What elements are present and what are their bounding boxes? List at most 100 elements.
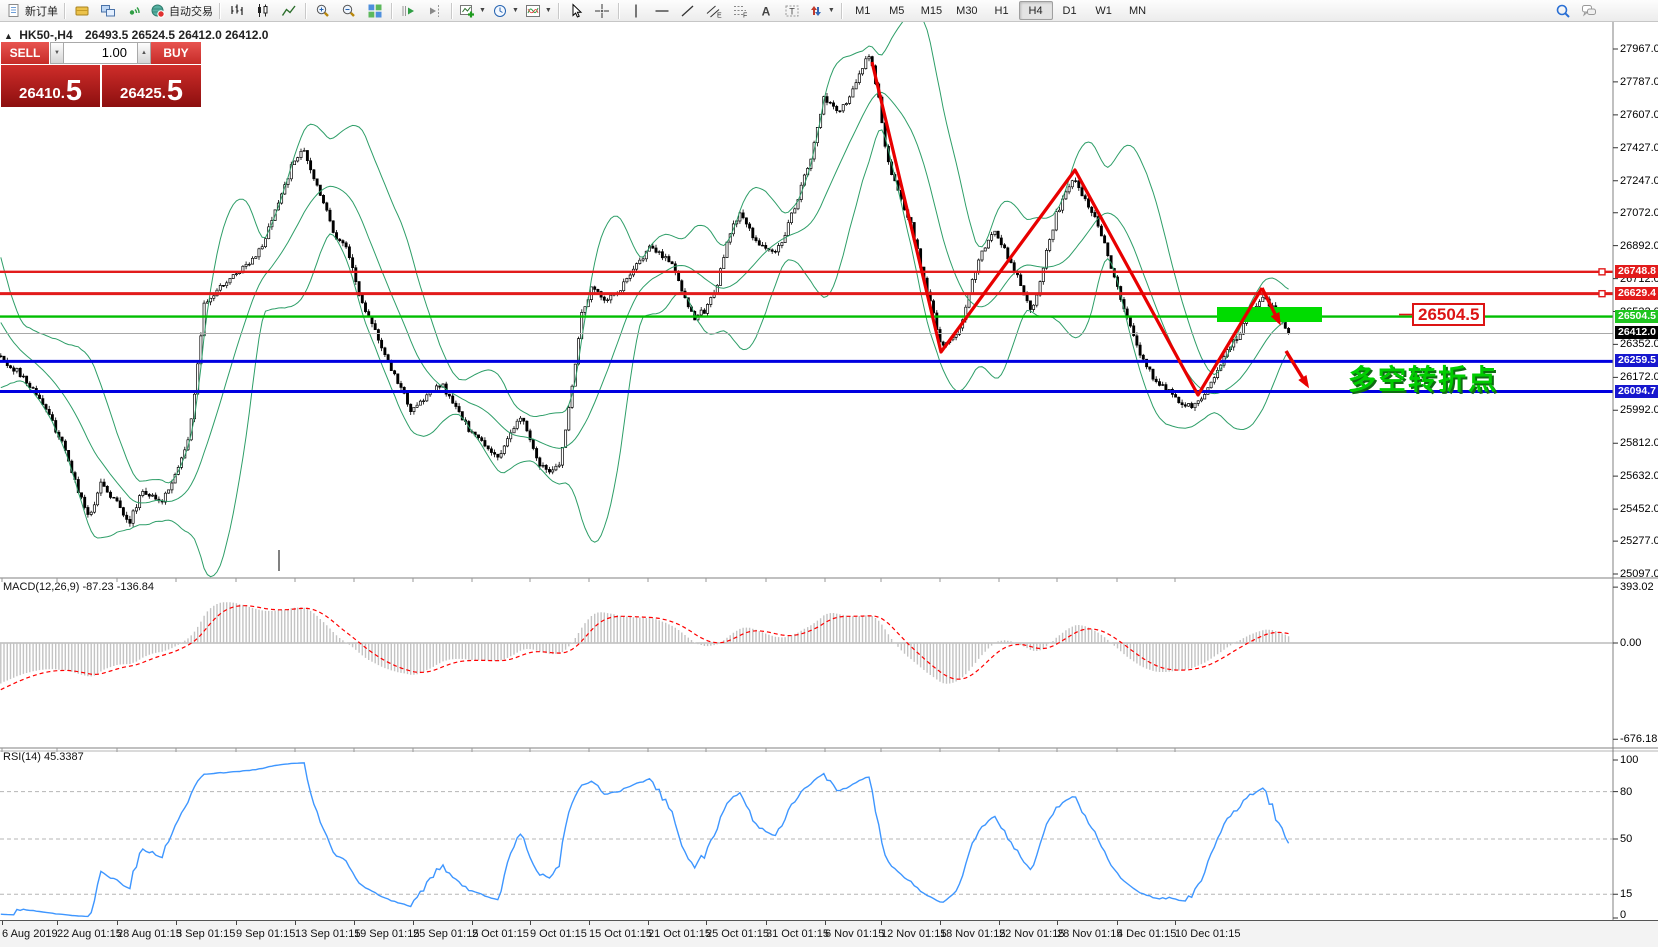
date-tick <box>881 921 882 925</box>
date-tick <box>176 921 177 925</box>
indicators-button[interactable]: ▼ <box>522 1 555 21</box>
auto-scroll-button[interactable] <box>396 1 422 21</box>
line-handle[interactable] <box>1598 289 1606 298</box>
date-tick <box>940 921 941 925</box>
trendline-button[interactable] <box>675 1 701 21</box>
timeframe-h4-button[interactable]: H4 <box>1018 1 1053 20</box>
zoom-in-button[interactable] <box>310 1 336 21</box>
rsi-label: RSI(14) 45.3387 <box>3 751 84 763</box>
newchart-icon <box>460 4 474 17</box>
vertical-line-button[interactable] <box>623 1 649 21</box>
linec-icon <box>281 5 296 16</box>
date-tick <box>706 921 707 925</box>
svg-text:T: T <box>789 6 795 16</box>
time-axis[interactable]: 6 Aug 2019 22 Aug 01:15 28 Aug 01:15 3 Sep … <box>0 920 1658 947</box>
date-label: 21 Oct 01:15 <box>648 928 711 940</box>
symbol-search-button[interactable] <box>1550 1 1576 21</box>
chat-button[interactable] <box>1576 1 1602 21</box>
dropdown-caret-icon: ▼ <box>479 7 486 14</box>
channel-icon: E <box>706 5 722 19</box>
line-chart-button[interactable] <box>276 1 302 21</box>
up-arrow-icon: ▲ <box>141 50 147 56</box>
date-label: 10 Dec 01:15 <box>1175 928 1241 940</box>
svg-text:E: E <box>717 12 722 19</box>
buy-price[interactable]: 26425. 5 <box>119 75 184 108</box>
down-arrow-icon: ▼ <box>54 50 60 56</box>
macd-label: MACD(12,26,9) -87.23 -136.84 <box>3 581 155 593</box>
line-handle[interactable] <box>1598 268 1606 276</box>
timeframe-m15-button[interactable]: M15 <box>920 4 943 17</box>
timeframe-h1-button[interactable]: H1 <box>994 4 1009 17</box>
toolbar-separator <box>219 2 221 19</box>
profiles-button[interactable] <box>69 1 95 21</box>
fibonacci-button[interactable]: F <box>727 1 753 21</box>
zoom-out-button[interactable] <box>336 1 362 21</box>
sell-button[interactable]: SELL <box>1 42 50 64</box>
new-chart-button[interactable]: ▼ <box>456 1 489 21</box>
candlestick-chart-button[interactable] <box>250 1 276 21</box>
chart-shift-button[interactable] <box>422 1 448 21</box>
date-tick <box>236 921 237 925</box>
timeframe-mn-button[interactable]: MN <box>1129 4 1147 17</box>
toolbar-separator <box>840 2 843 19</box>
green-zone-rectangle[interactable] <box>1217 307 1322 322</box>
volume-decrease-button[interactable]: ▼ <box>50 42 64 64</box>
symbol-ohlc-line: ▲ HK50-,H4 26493.5 26524.5 26412.0 26412… <box>4 28 268 42</box>
autoscroll-icon <box>402 5 414 16</box>
collapse-arrow-icon[interactable]: ▲ <box>4 31 13 41</box>
price-level-annotation[interactable]: 26504.5 <box>1412 303 1486 326</box>
date-tick <box>999 921 1000 925</box>
timeframe-d1-button[interactable]: D1 <box>1062 4 1077 17</box>
bollinger-band-line <box>0 129 1290 578</box>
crosshair-icon <box>594 3 609 18</box>
timeframe-w1-button[interactable]: W1 <box>1095 4 1112 17</box>
autotrading-button[interactable]: 自动交易 <box>147 1 216 21</box>
date-tick <box>413 921 414 925</box>
toolbar-separator <box>451 2 453 19</box>
crosshair-button[interactable] <box>589 1 615 21</box>
symbol-period: HK50-,H4 <box>19 28 73 42</box>
cursor-button[interactable] <box>563 1 589 21</box>
turning-point-annotation[interactable]: 多空转折点 <box>1348 363 1499 396</box>
date-label: 15 Oct 01:15 <box>589 928 652 940</box>
market-watch-button[interactable] <box>95 1 121 21</box>
arrows-button[interactable]: ▼ <box>805 1 838 21</box>
date-label: 28 Nov 01:15 <box>1057 928 1123 940</box>
rsi-line <box>0 762 1290 918</box>
trend-zigzag-line[interactable] <box>870 61 1264 397</box>
new-order-button[interactable]: 新订单 <box>3 1 61 21</box>
date-tick <box>117 921 118 925</box>
main-panel <box>0 22 1613 578</box>
horizontal-line-button[interactable] <box>649 1 675 21</box>
dropdown-caret-icon: ▼ <box>511 7 519 14</box>
volume-input[interactable]: 1.00 <box>64 42 137 64</box>
date-tick <box>2 921 3 925</box>
timeframe-m1-button[interactable]: M1 <box>855 4 871 17</box>
buy-button[interactable]: BUY <box>151 42 201 64</box>
date-label: 9 Oct 01:15 <box>530 928 587 940</box>
sell-price[interactable]: 26410. 5 <box>1 65 102 107</box>
chart-canvas[interactable] <box>0 22 1658 947</box>
text-label-button[interactable]: T <box>779 1 805 21</box>
date-label: 25 Sep 01:15 <box>413 928 479 940</box>
date-label: 19 Sep 01:15 <box>354 928 420 940</box>
bar-chart-button[interactable] <box>224 1 250 21</box>
hline-icon <box>655 9 669 12</box>
timeframe-m30-button[interactable]: M30 <box>956 4 978 17</box>
shift-icon <box>430 4 439 17</box>
bollinger-band-line <box>0 22 1289 484</box>
tile-windows-button[interactable] <box>362 1 388 21</box>
date-label: 22 Aug 01:15 <box>57 928 122 940</box>
text-button[interactable]: A <box>753 1 779 21</box>
dropdown-caret-icon: ▼ <box>544 7 552 14</box>
macd-signal-line <box>0 605 1289 691</box>
navigator-button[interactable] <box>121 1 147 21</box>
equidistant-channel-button[interactable]: E <box>701 1 727 21</box>
date-label: 28 Aug 01:15 <box>117 928 182 940</box>
date-label: 2 Oct 01:15 <box>472 928 529 940</box>
volume-increase-button[interactable]: ▲ <box>137 42 151 64</box>
periods-button[interactable]: ▼ <box>489 1 522 21</box>
chat-icon <box>1582 4 1596 17</box>
timeframe-m5-button[interactable]: M5 <box>889 4 905 17</box>
chart-area[interactable]: 27967.0 27787.0 27607.0 27427.0 27247.0 27072… <box>0 22 1658 947</box>
